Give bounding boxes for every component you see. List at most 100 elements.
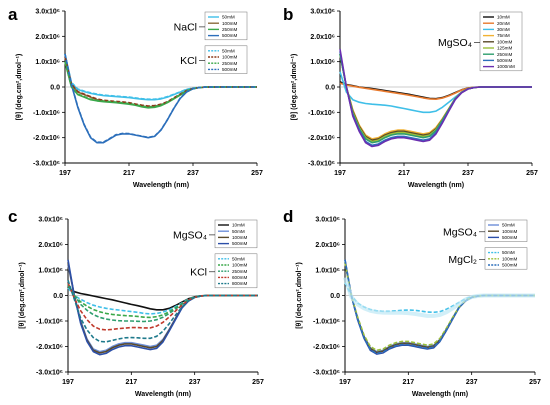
y-tick-label: 2.0x10⁶ <box>310 34 335 41</box>
y-axis-label: [θ] (deg.cm²,dmol⁻¹) <box>291 54 298 121</box>
panel-c: c 3.0x10⁶ 2.0x10⁶ 1.0x10⁶ 0.0 -1.0x10⁶ -2.0x10… <box>8 207 264 398</box>
legend-label: 250mM <box>222 61 237 66</box>
y-tick-label: -2.0x10⁶ <box>33 135 60 142</box>
legend-label: 500mM <box>502 235 517 240</box>
legend-label: 50mM <box>232 229 245 234</box>
legend-label: 10mM <box>497 15 510 20</box>
legend-label: 125mM <box>497 46 512 51</box>
y-tick-label: -1.0x10⁶ <box>313 319 340 326</box>
y-tick-label: 3.0x10⁶ <box>38 217 63 224</box>
legend-label: 50mM <box>232 256 245 261</box>
x-axis-label: Wavelength (nm) <box>133 182 189 189</box>
legend-label: 100mM <box>222 55 237 60</box>
legend-label: 50mM <box>222 15 235 20</box>
legend-label: 10mM <box>232 223 245 228</box>
series-line <box>339 81 532 100</box>
legend-label: 100mM <box>502 256 517 261</box>
y-tick-label: 2.0x10⁶ <box>315 242 340 249</box>
panel-letter: a <box>8 5 18 24</box>
x-tick-label: 197 <box>59 170 71 177</box>
series-line <box>67 287 258 311</box>
series-line <box>344 259 535 355</box>
y-tick-label: 3.0x10⁶ <box>35 9 60 16</box>
legend-label: 100mM <box>502 229 517 234</box>
series-line <box>344 282 535 314</box>
panel-d: d 3.0x10⁶ 2.0x10⁶ 1.0x10⁶ 0.0 -1.0x10⁶ -2.0x10… <box>283 207 541 398</box>
legend-label: 1000mM <box>497 64 515 69</box>
x-tick-label: 217 <box>398 170 410 177</box>
x-axis-label: Wavelength (nm) <box>412 391 468 398</box>
x-tick-label: 197 <box>334 170 346 177</box>
legend-label: 500mM <box>222 67 237 72</box>
y-tick-label: 3.0x10⁶ <box>315 217 340 224</box>
legend-label: 100mM <box>222 21 237 26</box>
legend-label: 250mM <box>222 27 237 32</box>
y-tick-label: 1.0x10⁶ <box>35 59 60 66</box>
legend-label: 100mM <box>232 263 247 268</box>
legend-label: 250mM <box>232 269 247 274</box>
series-line <box>64 53 257 143</box>
legend-label: 30mM <box>497 27 510 32</box>
series-line <box>64 61 257 109</box>
legend-label: 600mM <box>232 275 247 280</box>
y-tick-label: -3.0x10⁶ <box>36 370 63 377</box>
legend-label: 500mM <box>222 33 237 38</box>
series-line <box>339 71 532 114</box>
series-line <box>64 53 257 100</box>
y-tick-label: 0.0 <box>325 85 335 92</box>
y-axis-label: [θ] (deg.cm²,dmol⁻¹) <box>16 54 23 121</box>
legend-label: 500mM <box>497 58 512 63</box>
x-tick-label: 197 <box>339 379 351 386</box>
y-tick-label: 2.0x10⁶ <box>38 242 63 249</box>
y-axis-label: [θ] (deg.cm²,dmol⁻¹) <box>296 262 303 329</box>
series-line <box>67 283 258 323</box>
group-label: MgCl₂ <box>448 254 477 266</box>
panel-letter: b <box>283 5 293 24</box>
y-tick-label: 0.0 <box>53 293 63 300</box>
y-tick-label: 1.0x10⁶ <box>310 59 335 66</box>
series-line <box>339 82 532 100</box>
x-tick-label: 257 <box>529 379 541 386</box>
y-tick-label: -3.0x10⁶ <box>313 370 340 377</box>
series-line <box>67 284 258 319</box>
legend: 10mM50mM100mM500mMMgSO₄50mM100mM250mM600… <box>173 219 258 289</box>
x-tick-label: 237 <box>187 170 199 177</box>
y-tick-label: -2.0x10⁶ <box>308 135 335 142</box>
y-tick-label: 2.0x10⁶ <box>35 34 60 41</box>
x-tick-label: 257 <box>251 170 263 177</box>
x-axis-label: Wavelength (nm) <box>135 391 191 398</box>
series-line <box>339 48 532 148</box>
y-tick-label: -2.0x10⁶ <box>36 344 63 351</box>
group-label: KCl <box>180 55 197 67</box>
y-tick-label: -3.0x10⁶ <box>308 161 335 168</box>
y-tick-label: -3.0x10⁶ <box>33 161 60 168</box>
x-tick-label: 217 <box>402 379 414 386</box>
series-line <box>67 279 258 343</box>
y-tick-label: -1.0x10⁶ <box>36 319 63 326</box>
x-tick-label: 237 <box>462 170 474 177</box>
x-tick-label: 217 <box>125 379 137 386</box>
x-tick-label: 237 <box>466 379 478 386</box>
y-axis-label: [θ] (deg.cm²,dmol⁻¹) <box>19 262 26 329</box>
x-tick-label: 257 <box>526 170 538 177</box>
y-tick-label: -2.0x10⁶ <box>313 344 340 351</box>
y-tick-label: 1.0x10⁶ <box>315 268 340 275</box>
y-tick-label: 0.0 <box>50 85 60 92</box>
x-tick-label: 197 <box>62 379 74 386</box>
panel-letter: d <box>283 207 293 226</box>
y-tick-label: 3.0x10⁶ <box>310 9 335 16</box>
x-tick-label: 217 <box>123 170 135 177</box>
group-label: KCl <box>190 266 207 278</box>
panel-b: b 3.0x10⁶ 2.0x10⁶ 1.0x10⁶ 0.0 -1.0x10⁶ -2.0x10… <box>283 5 538 189</box>
y-tick-label: 1.0x10⁶ <box>38 268 63 275</box>
y-tick-label: -1.0x10⁶ <box>308 110 335 117</box>
legend-label: 800mM <box>232 281 247 286</box>
x-axis-label: Wavelength (nm) <box>408 182 464 189</box>
y-tick-label: -1.0x10⁶ <box>33 110 60 117</box>
legend-label: 50mM <box>502 250 515 255</box>
group-label: MgSO₄ <box>173 229 207 241</box>
group-label: MgSO₄ <box>438 37 472 49</box>
